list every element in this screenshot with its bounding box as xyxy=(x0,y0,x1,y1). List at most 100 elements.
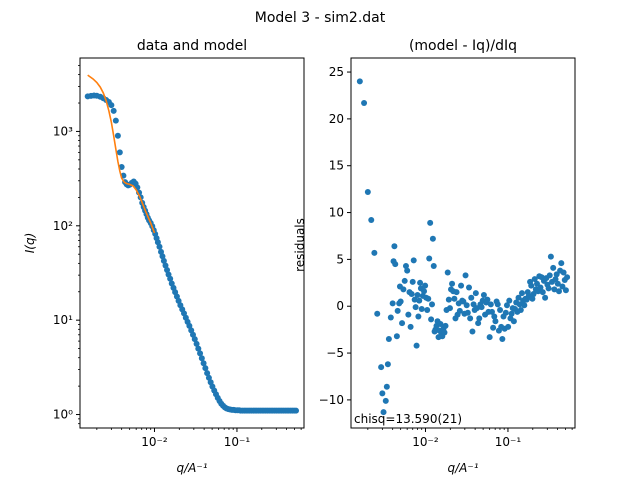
right-data-point xyxy=(521,302,528,309)
right-data-point xyxy=(531,276,538,283)
right-data-point xyxy=(429,235,436,242)
left-data-point xyxy=(167,275,174,282)
right-x-tick-label: 10⁻¹ xyxy=(495,435,522,449)
left-model-line xyxy=(87,74,156,234)
right-data-point xyxy=(442,322,449,329)
right-data-point xyxy=(402,262,409,269)
right-y-axis-label: residuals xyxy=(293,218,307,272)
right-data-point xyxy=(502,309,509,316)
left-data-point xyxy=(159,253,166,260)
right-data-point xyxy=(404,267,411,274)
right-data-point xyxy=(537,284,544,291)
right-data-point xyxy=(480,291,487,298)
right-data-point xyxy=(456,307,463,314)
left-data-point xyxy=(114,132,121,139)
right-data-point xyxy=(465,284,472,291)
left-data-point xyxy=(116,149,123,156)
right-data-point xyxy=(414,291,421,298)
right-data-point xyxy=(510,318,517,325)
right-data-point xyxy=(517,306,524,313)
left-data-point xyxy=(108,102,115,109)
right-data-point xyxy=(464,309,471,316)
right-y-tick-label: 15 xyxy=(329,159,344,173)
right-data-point xyxy=(405,311,412,318)
right-data-point xyxy=(463,302,470,309)
right-data-point xyxy=(397,298,404,305)
left-data-point xyxy=(162,262,169,269)
left-y-tick-label: 10² xyxy=(53,219,73,233)
right-data-point xyxy=(401,277,408,284)
right-data-point xyxy=(368,217,375,224)
right-data-point xyxy=(560,269,567,276)
right-data-point xyxy=(469,328,476,335)
right-data-point xyxy=(426,255,433,262)
right-data-point xyxy=(518,290,525,297)
right-data-point xyxy=(379,390,386,397)
right-data-point xyxy=(554,280,561,287)
right-data-point xyxy=(410,257,417,264)
left-axes-frame xyxy=(79,57,305,429)
panel-residuals: (model - Iq)/dIq 10⁻² 10⁻¹ −10 −5 0 5 10 15 20 25… xyxy=(293,38,576,475)
right-data-point xyxy=(490,324,497,331)
right-data-point xyxy=(468,294,475,301)
right-data-point xyxy=(385,336,392,343)
right-data-point xyxy=(449,280,456,287)
right-data-point xyxy=(409,278,416,285)
right-data-point xyxy=(555,288,562,295)
right-data-point xyxy=(387,314,394,321)
right-x-axis-label: q/A⁻¹ xyxy=(447,461,478,475)
left-data-point xyxy=(160,257,167,264)
left-series-group xyxy=(84,74,300,414)
right-data-point xyxy=(416,297,423,304)
left-data-point xyxy=(193,340,200,347)
right-data-point xyxy=(475,320,482,327)
right-data-point xyxy=(392,261,399,268)
left-data-point xyxy=(197,350,204,357)
left-x-tick-label: 10⁻² xyxy=(141,435,168,449)
right-data-point xyxy=(476,315,483,322)
right-data-point xyxy=(486,334,493,341)
right-data-point xyxy=(551,286,558,293)
right-y-tick-label: 10 xyxy=(329,206,344,220)
left-data-point xyxy=(293,407,300,414)
right-data-point xyxy=(380,409,387,416)
right-data-point xyxy=(552,276,559,283)
right-data-point xyxy=(356,78,363,85)
right-data-point xyxy=(467,315,474,322)
right-y-tick-label: −10 xyxy=(319,393,344,407)
right-data-point xyxy=(503,302,510,309)
right-data-point xyxy=(564,274,571,281)
left-x-tick-label: 10⁻¹ xyxy=(224,435,251,449)
left-data-point xyxy=(154,239,161,246)
right-data-point xyxy=(558,260,565,267)
right-data-point xyxy=(546,272,553,279)
right-data-point xyxy=(437,321,444,328)
right-data-point xyxy=(399,320,406,327)
right-data-point xyxy=(422,282,429,289)
right-data-point xyxy=(487,301,494,308)
right-data-point xyxy=(428,316,435,323)
right-data-point xyxy=(488,308,495,315)
right-plot-content xyxy=(356,78,571,416)
residual-chisq-annotation: chisq=13.590(21) xyxy=(354,412,462,426)
right-data-point xyxy=(451,295,458,302)
right-data-point xyxy=(458,282,465,289)
right-data-point xyxy=(415,313,422,320)
right-data-point xyxy=(384,361,391,368)
left-data-point xyxy=(112,117,119,124)
right-series-group xyxy=(356,78,571,416)
right-y-tick-label: 0 xyxy=(336,299,344,313)
right-data-point xyxy=(408,291,415,298)
right-y-tick-label: 20 xyxy=(329,112,344,126)
right-data-point xyxy=(529,295,536,302)
right-data-point xyxy=(389,300,396,307)
left-data-point xyxy=(198,355,205,362)
right-data-point xyxy=(515,294,522,301)
right-y-tick-label: 25 xyxy=(329,65,344,79)
right-data-point xyxy=(494,301,501,308)
right-data-point xyxy=(545,285,552,292)
right-data-point xyxy=(547,253,554,260)
right-ticks: 10⁻² 10⁻¹ −10 −5 0 5 10 15 20 25 xyxy=(319,65,573,449)
left-y-tick-label: 10¹ xyxy=(53,313,73,327)
